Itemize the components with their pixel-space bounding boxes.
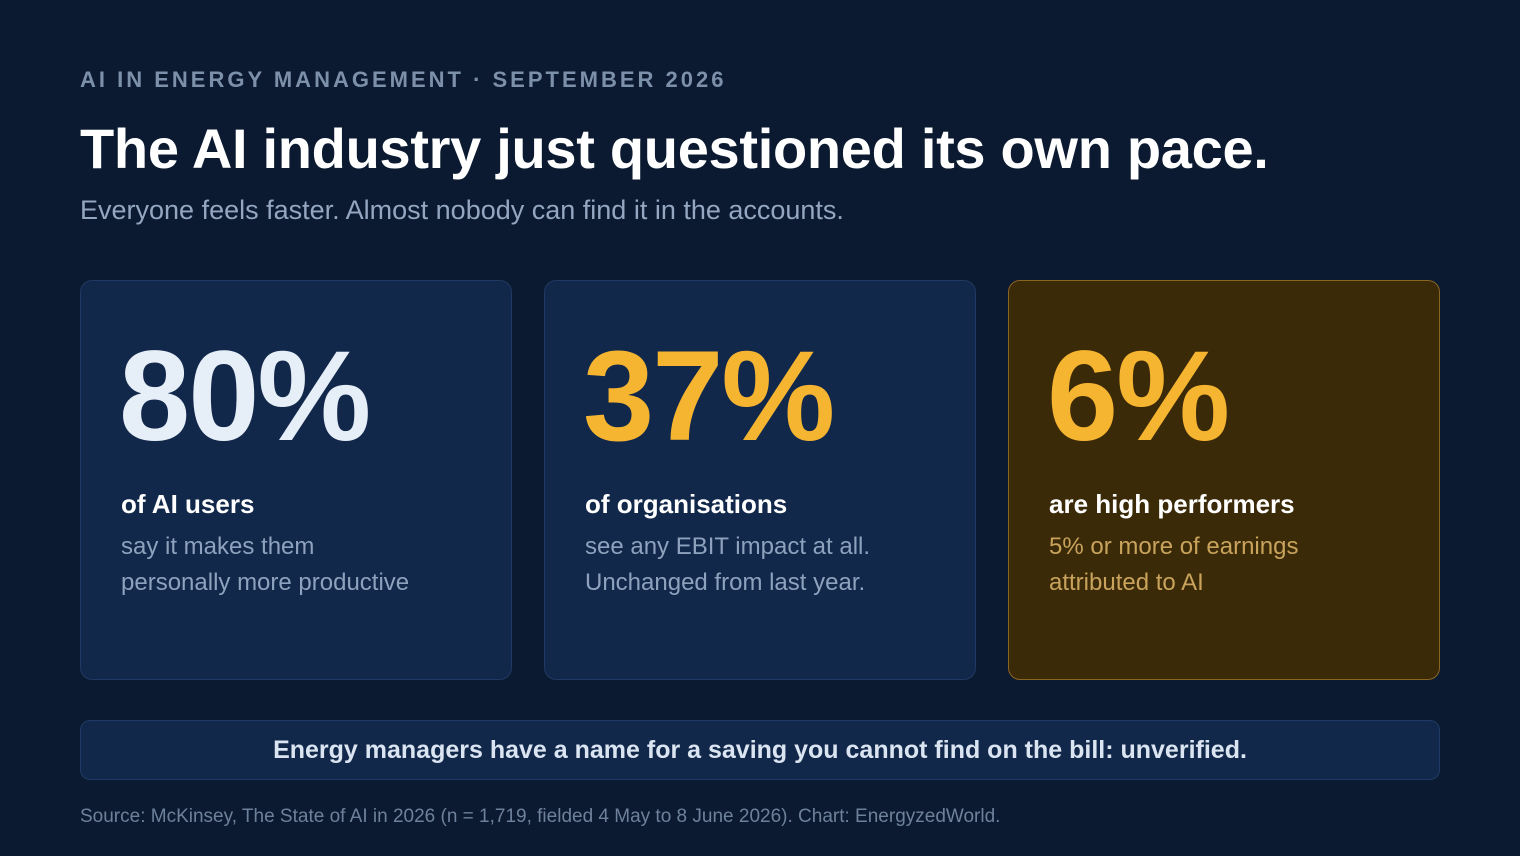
kicker: AI IN ENERGY MANAGEMENT · SEPTEMBER 2026 [80,67,727,92]
stat-description-line: personally more productive [121,569,410,596]
stat-label: of organisations [585,489,788,519]
stat-label: are high performers [1049,489,1295,519]
callout-text: Energy managers have a name for a saving… [273,735,1247,764]
stat-description: see any EBIT impact at all. Unchanged fr… [585,529,955,601]
stat-label: of AI users [121,489,255,519]
stat-value: 6% [1047,325,1230,468]
callout-banner: Energy managers have a name for a saving… [80,720,1440,780]
stat-description: 5% or more of earnings attributed to AI [1049,529,1419,601]
stat-value: 37% [583,325,835,468]
source-note: Source: McKinsey, The State of AI in 202… [80,806,1001,827]
subhead: Everyone feels faster. Almost nobody can… [80,195,844,225]
stat-value: 80% [119,325,371,468]
stat-description-line: say it makes them [121,533,315,560]
stat-card-organisations: 37% of organisations see any EBIT impact… [544,280,976,680]
stat-description: say it makes them personally more produc… [121,529,491,601]
stat-description-line: see any EBIT impact at all. [585,533,871,560]
stat-description-line: attributed to AI [1049,569,1204,596]
stat-description-line: Unchanged from last year. [585,569,866,596]
stat-description-line: 5% or more of earnings [1049,533,1299,560]
stat-card-high-performers: 6% are high performers 5% or more of ear… [1008,280,1440,680]
headline: The AI industry just questioned its own … [80,117,1269,180]
stat-card-ai-users: 80% of AI users say it makes them person… [80,280,512,680]
